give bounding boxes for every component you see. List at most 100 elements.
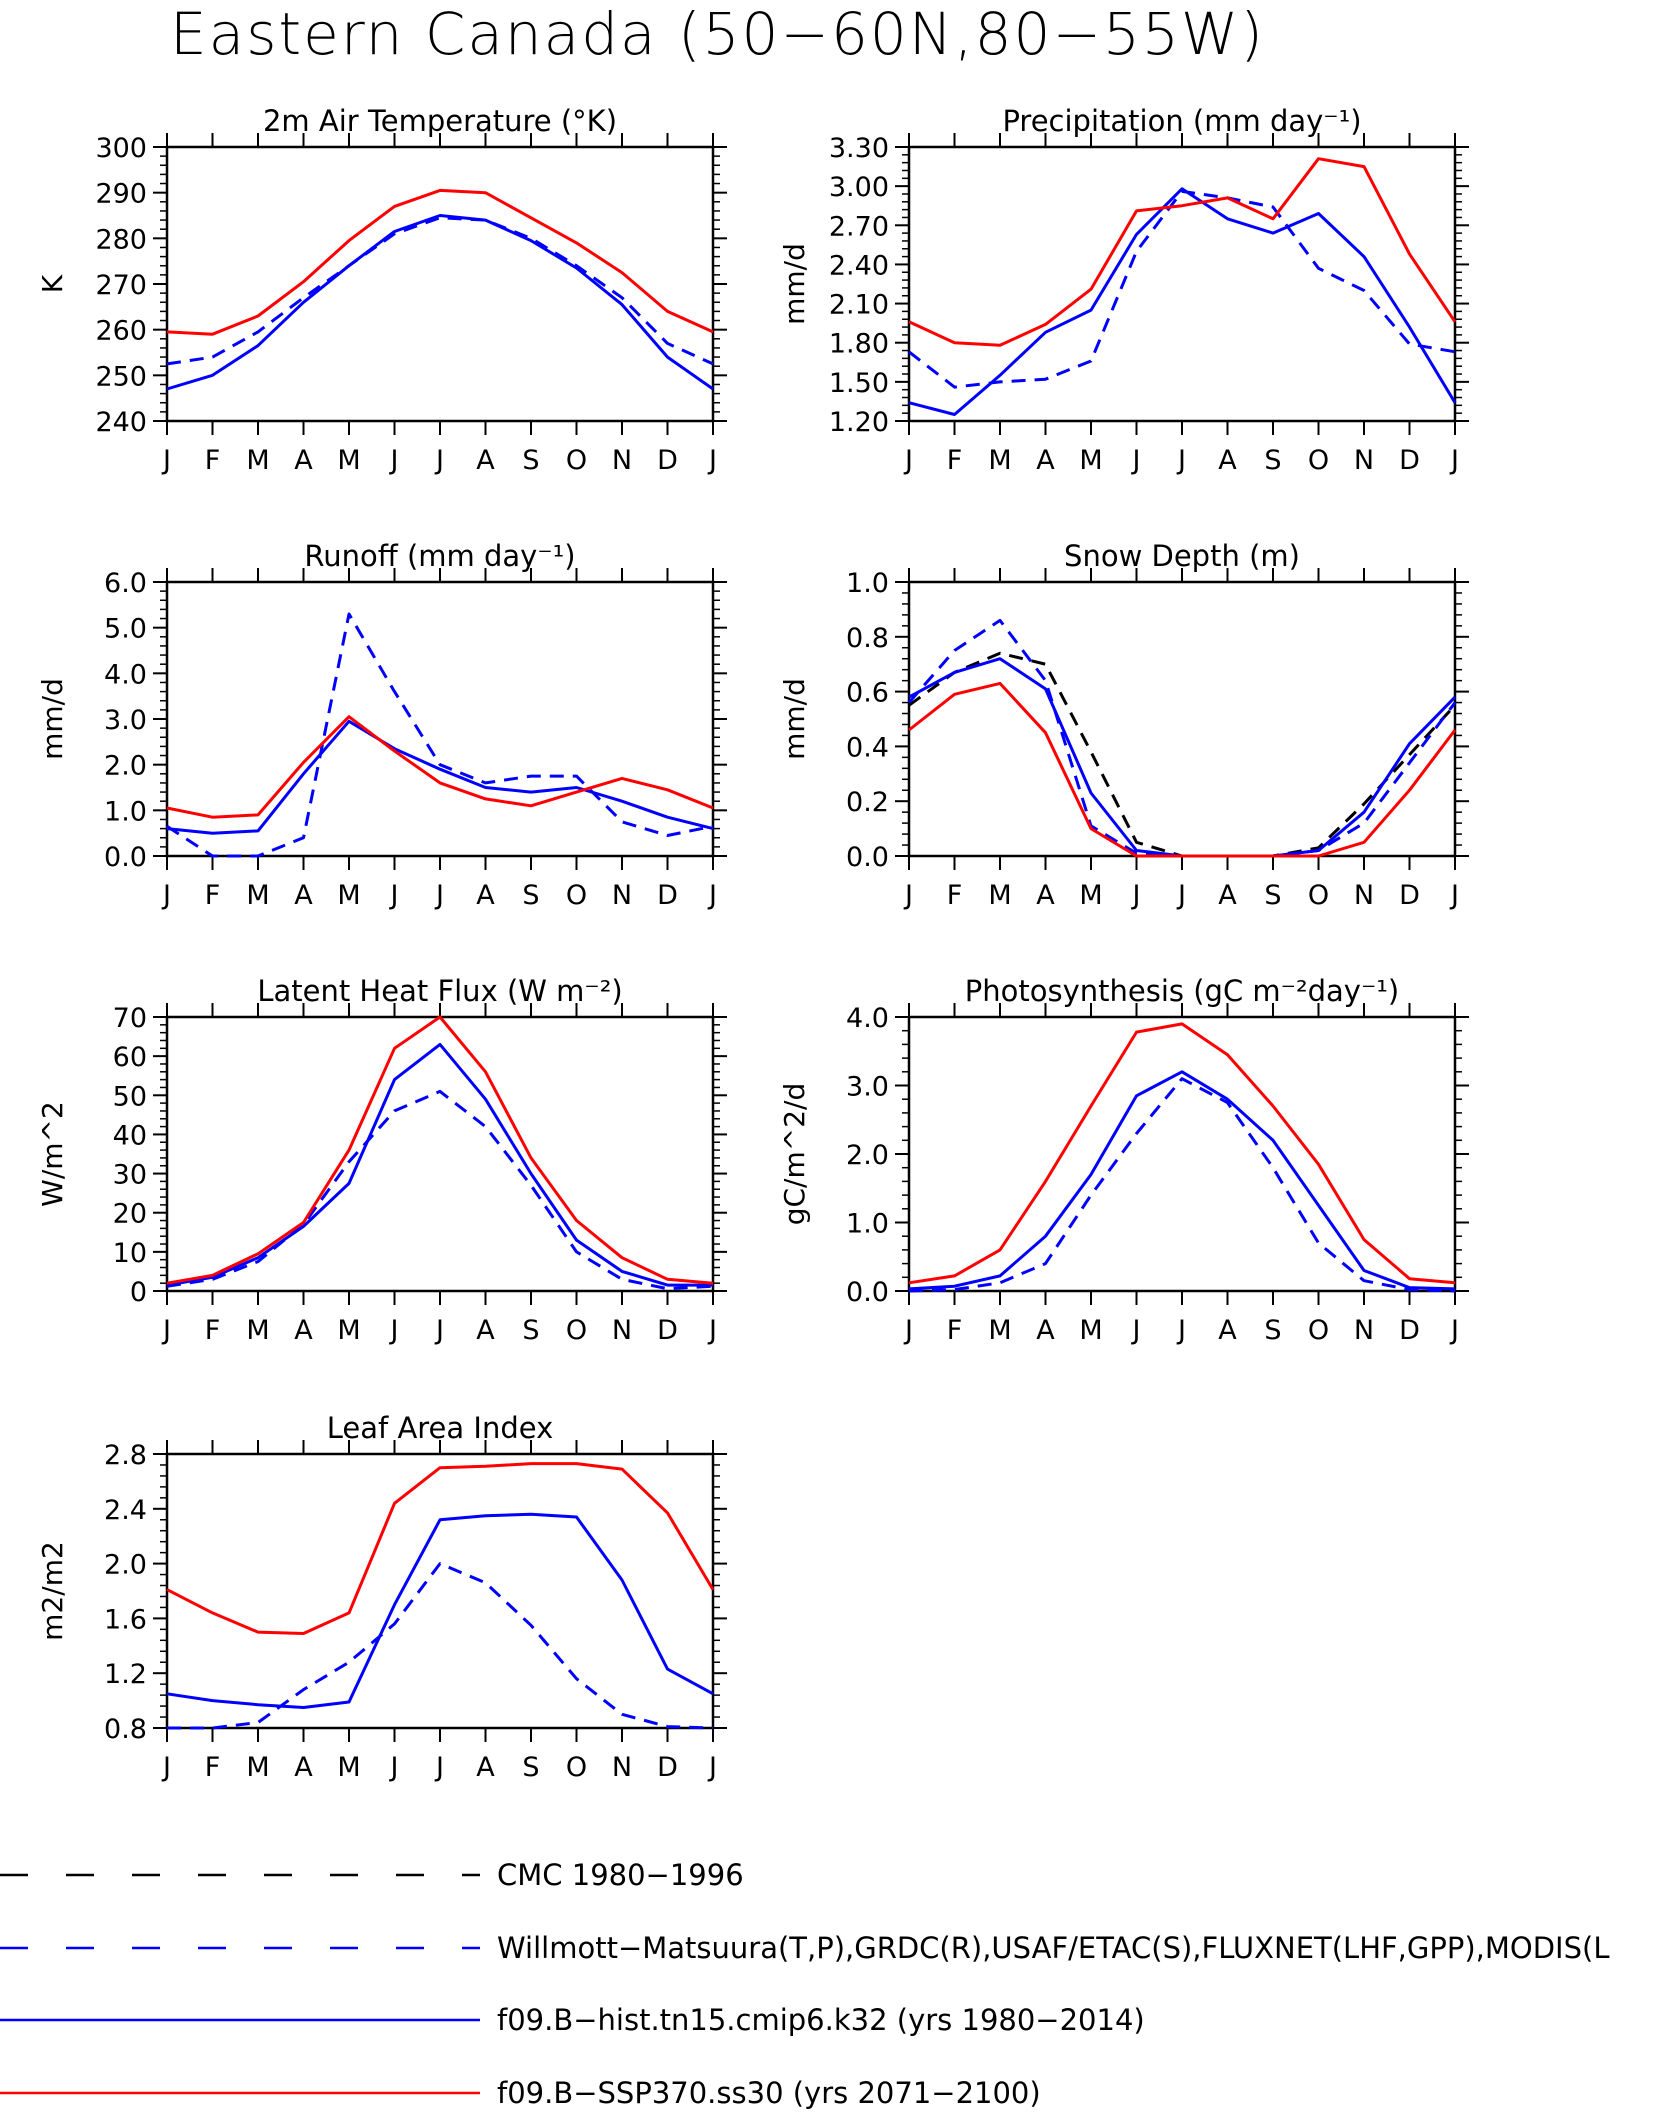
x-tick-label: A — [294, 1315, 313, 1346]
x-tick-label: F — [205, 1752, 221, 1783]
x-tick-label: J — [161, 1752, 171, 1783]
y-axis-label: m2/m2 — [36, 1541, 69, 1641]
x-tick-label: M — [988, 1315, 1011, 1346]
x-tick-label: F — [205, 880, 221, 911]
x-tick-label: A — [1218, 880, 1237, 911]
legend-item: Willmott−Matsuura(T,P),GRDC(R),USAF/ETAC… — [0, 1931, 1610, 1965]
y-tick-label: 280 — [95, 224, 147, 255]
x-tick-label: A — [476, 1752, 495, 1783]
x-tick-label: J — [707, 1752, 717, 1783]
x-tick-label: M — [1079, 445, 1102, 476]
x-tick-label: S — [522, 445, 539, 476]
y-tick-label: 4.0 — [104, 659, 147, 690]
chart-title: Runoff (mm day⁻¹) — [304, 539, 575, 573]
x-tick-label: O — [566, 1315, 587, 1346]
y-tick-label: 240 — [95, 407, 147, 438]
series-line-blue-solid — [166, 1512, 714, 1709]
x-tick-label: J — [1131, 880, 1141, 911]
x-tick-label: N — [1354, 1315, 1374, 1346]
y-tick-label: 0.0 — [846, 1277, 889, 1308]
x-tick-label: J — [161, 445, 171, 476]
x-tick-label: F — [947, 880, 963, 911]
y-tick-label: 5.0 — [104, 614, 147, 645]
y-axis-label: W/m^2 — [36, 1101, 69, 1207]
series-line-blue-solid — [908, 187, 1457, 416]
x-tick-label: S — [1264, 1315, 1281, 1346]
y-tick-label: 0.6 — [846, 678, 889, 709]
plot-frame — [907, 1015, 1457, 1293]
y-tick-label: 30 — [113, 1160, 147, 1191]
y-tick-label: 0.0 — [846, 842, 889, 873]
x-tick-label: A — [476, 445, 495, 476]
y-tick-label: 2.8 — [104, 1440, 147, 1471]
y-tick-label: 0.8 — [104, 1714, 147, 1745]
x-tick-label: M — [337, 880, 360, 911]
chart-runoff-mm-day: J F M A M J J A S O N D J0.01.02.03.04.05.06.0Runoff… — [36, 539, 727, 911]
y-tick-label: 260 — [95, 316, 147, 347]
x-tick-label: M — [337, 445, 360, 476]
x-tick-label: J — [434, 445, 444, 476]
y-tick-label: 2.4 — [104, 1495, 147, 1526]
x-tick-label: J — [1176, 445, 1186, 476]
series-line-red-solid — [166, 1015, 714, 1285]
plot-frame — [165, 1452, 715, 1730]
legend-label: f09.B−hist.tn15.cmip6.k32 (yrs 1980−2014… — [497, 2003, 1145, 2037]
x-tick-label: N — [1354, 880, 1374, 911]
x-tick-label: J — [389, 880, 399, 911]
chart-title: Precipitation (mm day⁻¹) — [1002, 104, 1361, 138]
x-tick-label: D — [657, 1752, 678, 1783]
x-tick-label: J — [161, 1315, 171, 1346]
y-tick-label: 60 — [113, 1042, 147, 1073]
x-tick-label: F — [947, 445, 963, 476]
x-tick-label: S — [1264, 445, 1281, 476]
series-line-red-solid — [908, 681, 1457, 858]
y-tick-label: 3.00 — [829, 172, 889, 203]
series-line-red-solid — [908, 157, 1457, 347]
x-tick-label: J — [1449, 445, 1459, 476]
y-tick-label: 2.40 — [829, 250, 889, 281]
chart-photosynthesis-gc-m-day: J F M A M J J A S O N D J0.01.02.03.04.0Photosynthes… — [778, 974, 1469, 1346]
legend-label: Willmott−Matsuura(T,P),GRDC(R),USAF/ETAC… — [497, 1931, 1610, 1965]
y-axis-label: mm/d — [36, 678, 69, 760]
chart-title: Photosynthesis (gC m⁻²day⁻¹) — [965, 974, 1399, 1008]
y-tick-label: 0.0 — [104, 842, 147, 873]
x-tick-label: J — [1131, 445, 1141, 476]
series-line-blue-solid — [166, 214, 714, 391]
y-tick-label: 6.0 — [104, 568, 147, 599]
x-tick-label: A — [1036, 1315, 1055, 1346]
y-tick-label: 1.0 — [104, 796, 147, 827]
y-axis-label: K — [36, 274, 69, 293]
x-tick-label: N — [1354, 445, 1374, 476]
x-tick-label: M — [988, 880, 1011, 911]
x-tick-label: M — [337, 1315, 360, 1346]
x-tick-label: N — [612, 880, 632, 911]
series-line-blue-dashed — [166, 216, 714, 366]
x-tick-label: A — [294, 445, 313, 476]
legend-label: CMC 1980−1996 — [497, 1858, 744, 1892]
x-tick-label: A — [1218, 1315, 1237, 1346]
y-axis-label: mm/d — [778, 678, 811, 760]
x-tick-label: J — [903, 1315, 913, 1346]
y-tick-label: 1.0 — [846, 568, 889, 599]
x-tick-label: J — [161, 880, 171, 911]
x-tick-label: O — [566, 445, 587, 476]
legend-item: f09.B−hist.tn15.cmip6.k32 (yrs 1980−2014… — [0, 2003, 1145, 2037]
series-line-blue-solid — [908, 657, 1457, 858]
x-tick-label: J — [389, 445, 399, 476]
x-tick-label: J — [903, 445, 913, 476]
x-tick-label: D — [657, 1315, 678, 1346]
x-tick-label: A — [294, 880, 313, 911]
x-tick-label: N — [612, 1752, 632, 1783]
x-tick-label: D — [1399, 880, 1420, 911]
chart-precipitation-mm-day: J F M A M J J A S O N D J1.201.501.802.102.402.703.0… — [778, 104, 1469, 476]
x-tick-label: J — [1449, 880, 1459, 911]
y-tick-label: 20 — [113, 1199, 147, 1230]
series-line-blue-dashed — [166, 612, 714, 858]
y-tick-label: 0.2 — [846, 787, 889, 818]
x-tick-label: D — [1399, 445, 1420, 476]
y-tick-label: 0.4 — [846, 732, 889, 763]
y-tick-label: 2.0 — [104, 751, 147, 782]
